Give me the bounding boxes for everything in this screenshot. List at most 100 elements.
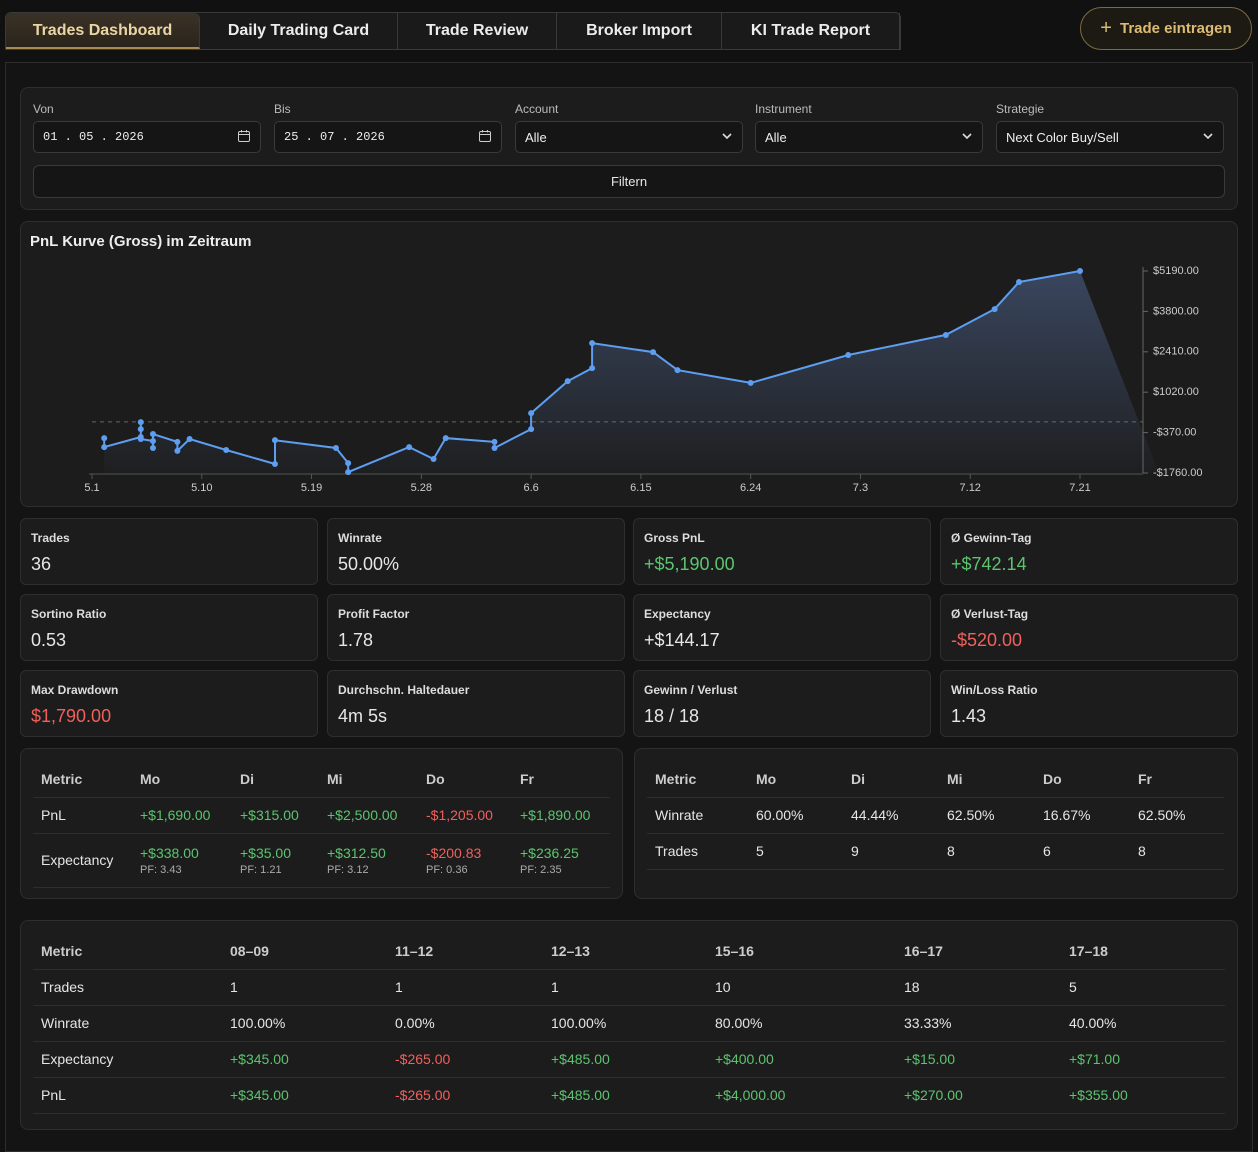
date-input[interactable]: 01 . 05 . 2026: [33, 121, 261, 153]
pnl-point: [991, 306, 998, 313]
input-value: Alle: [525, 129, 547, 145]
stat-label: Gewinn / Verlust: [644, 683, 738, 697]
tab[interactable]: Broker Import: [557, 13, 722, 49]
pnl-point: [442, 435, 449, 442]
select-input[interactable]: Next Color Buy/Sell: [996, 121, 1224, 153]
table-cell: +$485.00: [551, 1040, 715, 1077]
table-row: Expectancy +$338.00 PF: 3.43 +$35.00 PF: 1.2…: [33, 832, 610, 888]
pnl-point: [406, 444, 413, 451]
cell-sub: PF: 1.21: [240, 863, 282, 876]
stat-value: 1.43: [951, 706, 987, 726]
column-header: Di: [240, 770, 254, 787]
stat-value: +$5,190.00: [644, 554, 735, 574]
pnl-point: [101, 435, 108, 442]
input-value: 25 . 07 . 2026: [284, 130, 385, 144]
x-tick-label: 5.28: [411, 482, 432, 494]
pnl-point: [589, 340, 596, 347]
table-cell: -$200.83 PF: 0.36: [426, 832, 520, 888]
column-header: Mi: [327, 770, 343, 787]
cell-value: +$338.00: [140, 844, 199, 861]
column-header: Mi: [947, 770, 963, 787]
y-tick-label: -$1760.00: [1153, 467, 1203, 479]
column-header: Do: [1043, 770, 1062, 787]
table-cell: 18: [904, 968, 1069, 1005]
row-label: Trades: [647, 832, 756, 870]
select-input[interactable]: Alle: [515, 121, 743, 153]
table-cell: +$355.00: [1069, 1076, 1225, 1114]
table-cell: 100.00%: [551, 1004, 715, 1041]
table-row: PnL +$345.00 -$265.00 +$485.00 +$4,000.00 +$2…: [33, 1076, 1225, 1114]
table-cell: +$270.00: [904, 1076, 1069, 1114]
stat-label: Winrate: [338, 531, 382, 545]
stat-card: Ø Verlust-Tag -$520.00: [940, 594, 1238, 661]
table-row: Expectancy +$345.00 -$265.00 +$485.00 +$400.…: [33, 1040, 1225, 1077]
cell-value: -$200.83: [426, 844, 482, 861]
table-cell: +$2,500.00: [327, 796, 426, 833]
pnl-area: [104, 271, 1160, 473]
header-row: Metric Mo Di Mi Do Fr: [647, 761, 1224, 797]
tab-bar: Trades Dashboard Daily Trading Card Trade …: [5, 12, 901, 50]
filter-label: Bis: [274, 102, 291, 116]
table-row: Winrate 100.00% 0.00% 100.00% 80.00% 33.33% 40…: [33, 1004, 1225, 1041]
data-table: Metric Mo Di Mi Do Fr PnL +$1,690.00 +$315.00 +$2…: [33, 761, 610, 888]
stat-value: 4m 5s: [338, 706, 388, 726]
column-header: 16–17: [904, 942, 943, 959]
tab[interactable]: Trades Dashboard: [6, 13, 200, 49]
x-tick-label: 7.3: [853, 482, 868, 494]
cell-value: +$35.00: [240, 844, 291, 861]
table-cell: +$345.00: [230, 1076, 395, 1114]
table-cell: 80.00%: [715, 1004, 904, 1041]
table-cell: 1: [551, 968, 715, 1005]
row-label: Expectancy: [33, 1040, 230, 1077]
stat-card: Gross PnL +$5,190.00: [633, 518, 931, 585]
filter-label: Account: [515, 102, 559, 116]
stat-value: 0.53: [31, 630, 67, 650]
filter-button[interactable]: Filtern: [33, 165, 1225, 198]
table-cell: +$338.00 PF: 3.43: [140, 832, 240, 888]
header-row: Metric 08–09 11–12 12–13 15–16 16–17 17–18: [33, 933, 1225, 969]
column-header: Metric: [655, 770, 697, 787]
row-label: Winrate: [647, 796, 756, 833]
select-input[interactable]: Alle: [755, 121, 983, 153]
date-input[interactable]: 25 . 07 . 2026: [274, 121, 502, 153]
pnl-point: [528, 410, 535, 417]
chevron-icon: [721, 130, 733, 145]
stat-label: Gross PnL: [644, 531, 705, 545]
tab[interactable]: Trade Review: [398, 13, 557, 49]
table-cell: +$71.00: [1069, 1040, 1225, 1077]
tab[interactable]: Daily Trading Card: [200, 13, 398, 49]
cell-value: +$312.50: [327, 844, 386, 861]
pnl-point: [149, 445, 156, 452]
table-row: PnL +$1,690.00 +$315.00 +$2,500.00 -$1,205.0…: [33, 796, 610, 833]
tab[interactable]: KI Trade Report: [722, 13, 900, 49]
table-cell: -$1,205.00: [426, 796, 520, 833]
pnl-point: [186, 435, 193, 442]
chart-panel: PnL Kurve (Gross) im Zeitraum -$1760.00 -…: [20, 221, 1238, 507]
table-cell: +$4,000.00: [715, 1076, 904, 1114]
column-header: Fr: [520, 770, 534, 787]
pnl-point: [1016, 279, 1023, 286]
pnl-point: [430, 456, 437, 463]
table-cell: +$1,690.00: [140, 796, 240, 833]
column-header: Fr: [1138, 770, 1152, 787]
add-trade-button[interactable]: + Trade eintragen: [1080, 7, 1252, 50]
calendar-icon: [478, 129, 492, 146]
table-cell: 60.00%: [756, 796, 851, 833]
x-tick-label: 5.1: [84, 482, 99, 494]
column-header: Metric: [41, 942, 83, 959]
button-label: Filtern: [610, 174, 648, 189]
stat-value: 1.78: [338, 630, 374, 650]
row-label: Expectancy: [33, 832, 140, 888]
x-tick-label: 6.15: [630, 482, 651, 494]
cell-sub: PF: 3.43: [140, 863, 182, 876]
pnl-point: [137, 419, 144, 426]
input-value: 01 . 05 . 2026: [43, 130, 144, 144]
pnl-point: [332, 445, 339, 452]
stat-card: Win/Loss Ratio 1.43: [940, 670, 1238, 737]
table-cell: 44.44%: [851, 796, 947, 833]
table-cell: 5: [756, 832, 851, 870]
table-row: Trades 1 1 1 10 18 5: [33, 968, 1225, 1005]
calendar-icon: [237, 129, 251, 146]
pnl-point: [345, 469, 352, 476]
